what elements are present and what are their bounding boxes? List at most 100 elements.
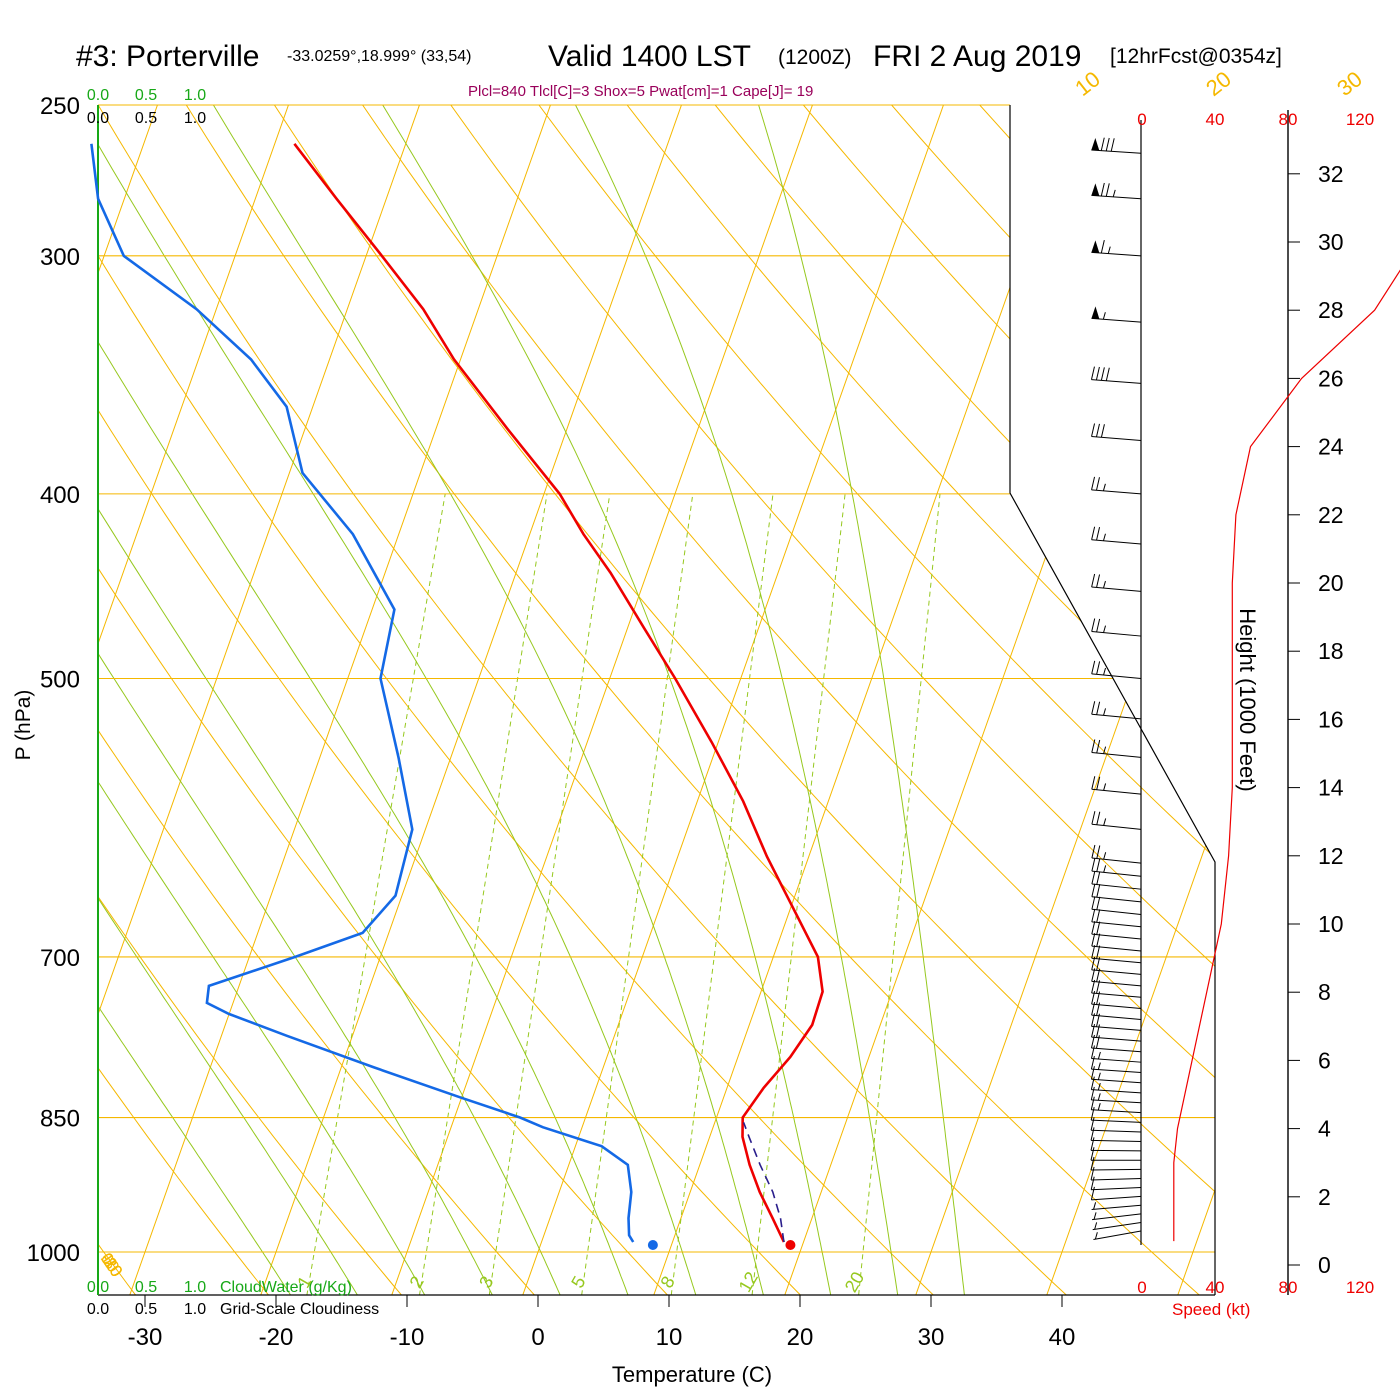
- wind-barb: [1091, 979, 1142, 998]
- wind-barb-flag: [1096, 776, 1101, 790]
- wind-barb: [1091, 920, 1142, 940]
- wind-barb-staff: [1091, 908, 1142, 915]
- x-tick-label: 40: [1049, 1324, 1076, 1351]
- wind-barb-flag: [1090, 1137, 1095, 1151]
- wind-barb-staff: [1091, 630, 1142, 637]
- cloudwater-tick-label: 0.0: [87, 87, 109, 104]
- cloudiness-legend: Grid-Scale Cloudiness: [220, 1301, 379, 1318]
- moist-adiabat-line: [98, 105, 511, 1295]
- surface-dewpoint-marker: [647, 1240, 658, 1250]
- wind-barb-staff: [1091, 921, 1142, 928]
- cloudiness-tick-label: 1.0: [184, 110, 206, 127]
- wind-barb: [1090, 1076, 1142, 1094]
- height-tick-label: 20: [1318, 570, 1344, 596]
- wind-barb: [1090, 1137, 1142, 1152]
- wind-barb: [1091, 857, 1142, 877]
- wind-barb-flag: [1090, 366, 1095, 380]
- wind-barb: [1090, 1045, 1142, 1063]
- wind-barb-staff: [1091, 751, 1142, 758]
- wind-barb-flag: [1105, 183, 1110, 197]
- wind-barb-flag: [1090, 1186, 1095, 1200]
- wind-barb: [1090, 366, 1142, 384]
- dry-adiabat-line: [949, 105, 1215, 1295]
- wind-barb-flag: [1091, 920, 1096, 935]
- surface-temperature-marker: [785, 1240, 796, 1250]
- y-axis-label: P (hPa): [12, 690, 35, 761]
- station-coords: -33.0259°,18.999° (33,54): [287, 48, 472, 65]
- height-tick-label: 16: [1318, 706, 1344, 732]
- wind-barb-flag: [1096, 871, 1101, 885]
- wind-barb: [1091, 844, 1142, 864]
- wind-barb-staff: [1091, 1119, 1142, 1123]
- wind-barb-staff: [1091, 1047, 1142, 1053]
- wind-barb-half-flag: [1102, 580, 1106, 589]
- wind-barb-flag: [1090, 1166, 1095, 1181]
- station-title: #3: Porterville: [76, 40, 260, 73]
- wind-barb: [1090, 1066, 1142, 1084]
- wind-barb: [1090, 1176, 1142, 1191]
- wind-barb-flag: [1105, 137, 1110, 152]
- wind-barb-staff: [1091, 149, 1142, 154]
- wind-barb-flag: [1091, 896, 1096, 910]
- wind-barb: [1091, 945, 1142, 964]
- cloudiness-tick-label: 1.0: [184, 1301, 206, 1318]
- dry-adiabat-line: [775, 105, 1215, 1295]
- mixing-ratio-lines: [300, 493, 941, 1295]
- dry-adiabat-lines: [98, 71, 1400, 1331]
- wind-barb-flag: [1090, 1076, 1095, 1090]
- height-tick-label: 10: [1318, 911, 1344, 937]
- dry-adiabat-line: [1385, 71, 1400, 1331]
- dry-adiabat-line: [513, 105, 1215, 1295]
- wind-barb-half-flag: [1102, 533, 1106, 541]
- height-tick-label: 0: [1318, 1252, 1331, 1278]
- x-tick-label: 10: [656, 1324, 683, 1351]
- wind-barb: [1091, 811, 1142, 830]
- wind-barb-half-flag: [1103, 625, 1107, 633]
- wind-barb: [1091, 137, 1142, 154]
- wind-barb-half-flag: [1097, 1062, 1101, 1070]
- dry-adiabat-line: [252, 105, 1215, 1295]
- wind-barb: [1092, 1212, 1142, 1221]
- wind-barb-flag: [1091, 908, 1096, 923]
- mixing-ratio-line: [576, 493, 694, 1295]
- height-tick-label: 12: [1318, 843, 1344, 869]
- speed-tick-label: 120: [1346, 1278, 1374, 1297]
- isotherm-line: [247, 105, 694, 1295]
- y-tick-label: 700: [40, 945, 80, 972]
- height-tick-label: 22: [1318, 502, 1344, 528]
- height-tick-label: 32: [1318, 161, 1344, 187]
- mixing-ratio-label: 8: [657, 1273, 679, 1292]
- wind-barb-half-flag: [1103, 708, 1107, 716]
- mixing-ratio-line: [413, 493, 548, 1295]
- wind-barb: [1091, 701, 1142, 720]
- mixing-ratio-label: 2: [406, 1273, 428, 1292]
- wind-barb: [1091, 423, 1142, 441]
- cloudwater-tick-label: 0.5: [135, 87, 157, 104]
- wind-barb-flag: [1090, 1096, 1095, 1110]
- wind-barb: [1091, 239, 1142, 257]
- wind-barb: [1091, 476, 1142, 495]
- wind-barb: [1090, 1086, 1142, 1104]
- isotherm-line: [116, 105, 563, 1295]
- speed-tick-label: 40: [1206, 1278, 1225, 1297]
- wind-barb-flag: [1090, 1176, 1095, 1190]
- wind-barb-flag: [1096, 980, 1101, 994]
- dry-adiabat-line: [165, 105, 1215, 1295]
- wind-barb-flag: [1091, 526, 1096, 540]
- dry-adiabat-line: [98, 105, 1106, 1295]
- speed-tick-label: 80: [1279, 1278, 1298, 1297]
- wind-barb-staff: [1091, 1195, 1142, 1201]
- height-tick-label: 30: [1318, 229, 1344, 255]
- wind-barb-flag: [1091, 945, 1096, 959]
- wind-barb-staff: [1091, 870, 1142, 877]
- dry-adiabat-line: [98, 105, 971, 1295]
- isotherm-line: [98, 105, 301, 1295]
- dry-adiabat-line: [862, 105, 1215, 1295]
- wind-barb-flag: [1090, 1127, 1095, 1141]
- wind-barb-flag: [1091, 811, 1096, 825]
- wind-barb: [1091, 573, 1142, 592]
- wind-barb-half-flag: [1093, 1212, 1097, 1220]
- wind-barb-half-flag: [1097, 1051, 1101, 1060]
- wind-barb-half-flag: [1107, 246, 1111, 254]
- wind-barb-half-flag: [1097, 1082, 1101, 1091]
